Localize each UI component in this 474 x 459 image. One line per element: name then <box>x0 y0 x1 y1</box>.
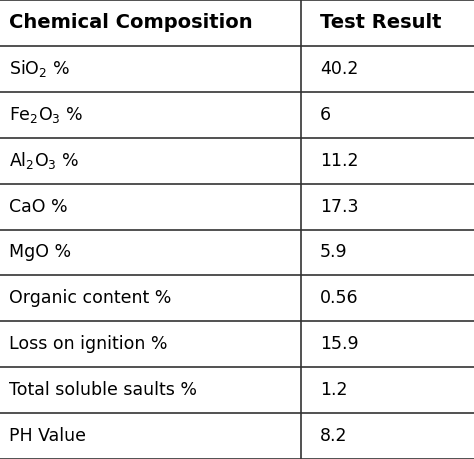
Text: 15.9: 15.9 <box>320 335 358 353</box>
Text: 11.2: 11.2 <box>320 151 358 170</box>
Text: Al$_2$O$_3$ %: Al$_2$O$_3$ % <box>9 150 79 171</box>
Text: 6: 6 <box>320 106 331 124</box>
Text: SiO$_2$ %: SiO$_2$ % <box>9 58 70 79</box>
Text: Chemical Composition: Chemical Composition <box>9 13 252 33</box>
Text: Loss on ignition %: Loss on ignition % <box>9 335 167 353</box>
Text: 17.3: 17.3 <box>320 197 358 216</box>
Text: MgO %: MgO % <box>9 243 71 262</box>
Text: Test Result: Test Result <box>320 13 441 33</box>
Text: Organic content %: Organic content % <box>9 289 171 308</box>
Text: 5.9: 5.9 <box>320 243 347 262</box>
Text: Total soluble saults %: Total soluble saults % <box>9 381 197 399</box>
Text: 40.2: 40.2 <box>320 60 358 78</box>
Text: CaO %: CaO % <box>9 197 67 216</box>
Text: PH Value: PH Value <box>9 427 85 445</box>
Text: Fe$_2$O$_3$ %: Fe$_2$O$_3$ % <box>9 105 83 125</box>
Text: 8.2: 8.2 <box>320 427 347 445</box>
Text: 1.2: 1.2 <box>320 381 347 399</box>
Text: 0.56: 0.56 <box>320 289 358 308</box>
